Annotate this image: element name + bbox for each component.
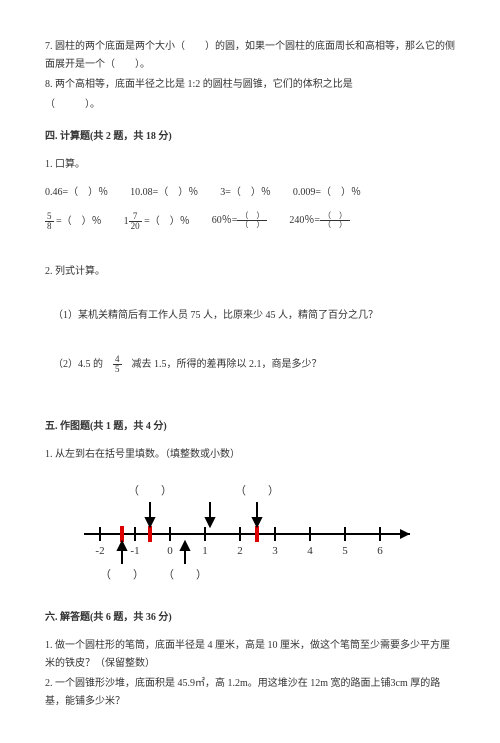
blank-1-2: 10.08=（ ）％ [130,184,198,202]
number-line-figure: -2 -1 0 1 2 3 4 5 6 （ ） （ ） （ ） （ ） [45,474,455,591]
section-6-q2: 2. 一个圆锥形沙堆，底面积是 45.9㎡，高 1.2m。用这堆沙在 12m 宽… [45,675,455,711]
section-5-q1: 1. 从左到右在括号里填数。（填整数或小数） [45,446,455,464]
question-8-line1: 8. 两个高相等，底面半径之比是 1:2 的圆柱与圆锥，它们的体积之比是 [45,76,455,94]
section-4-q2-2: （2）4.5 的 4 5 减去 1.5，所得的差再除以 2.1，商是多少？ [53,355,455,374]
svg-text:6: 6 [377,545,383,557]
svg-text:0: 0 [167,545,173,557]
svg-text:1: 1 [202,545,208,557]
section-4-q2: 2. 列式计算。 [45,263,455,281]
fraction-5-8: 5 8 [45,212,54,231]
svg-text:-2: -2 [95,545,104,557]
section-5-heading: 五. 作图题(共 1 题，共 4 分) [45,418,455,436]
svg-text:3: 3 [272,545,278,557]
question-8-line2: （ ）。 [45,96,455,114]
blank-1-3: 3=（ ）％ [220,184,271,202]
fraction-paren-2: （ ） （ ） [320,212,350,229]
svg-text:（ ）: （ ） [128,484,172,497]
blank-2-1: 5 8 =（ ）％ [45,212,102,231]
blank-2-3: 60％= （ ） （ ） [212,212,268,231]
svg-text:（ ）: （ ） [163,568,207,581]
blank-2-4: 240％= （ ） （ ） [289,212,350,231]
svg-text:（ ）: （ ） [100,568,144,581]
svg-text:（ ）: （ ） [235,484,279,497]
fraction-4-5: 4 5 [113,355,122,374]
blanks-row-1: 0.46=（ ）％ 10.08=（ ）％ 3=（ ）％ 0.009=（ ）％ [45,184,455,202]
blank-1-4: 0.009=（ ）％ [293,184,361,202]
blank-1-1: 0.46=（ ）％ [45,184,108,202]
svg-text:-1: -1 [130,545,139,557]
section-6-heading: 六. 解答题(共 6 题，共 36 分) [45,609,455,627]
svg-text:5: 5 [342,545,348,557]
section-4-heading: 四. 计算题(共 2 题，共 18 分) [45,128,455,146]
section-4-q2-1: （1）某机关精简后有工作人员 75 人，比原来少 45 人，精简了百分之几？ [53,307,455,325]
svg-text:4: 4 [307,545,313,557]
fraction-paren-1: （ ） （ ） [237,212,267,229]
fraction-7-20: 7 20 [129,212,142,231]
svg-text:2: 2 [237,545,243,557]
question-7: 7. 圆柱的两个底面是两个大小（ ）的圆，如果一个圆柱的底面周长和高相等，那么它… [45,38,455,74]
blanks-row-2: 5 8 =（ ）％ 1 7 20 =（ ）％ 60％= （ ） （ ） 240％… [45,212,455,231]
blank-2-2: 1 7 20 =（ ）％ [124,212,190,231]
section-4-q1: 1. 口算。 [45,156,455,174]
section-6-q1: 1. 做一个圆柱形的笔筒，底面半径是 4 厘米，高是 10 厘米，做这个笔筒至少… [45,637,455,673]
